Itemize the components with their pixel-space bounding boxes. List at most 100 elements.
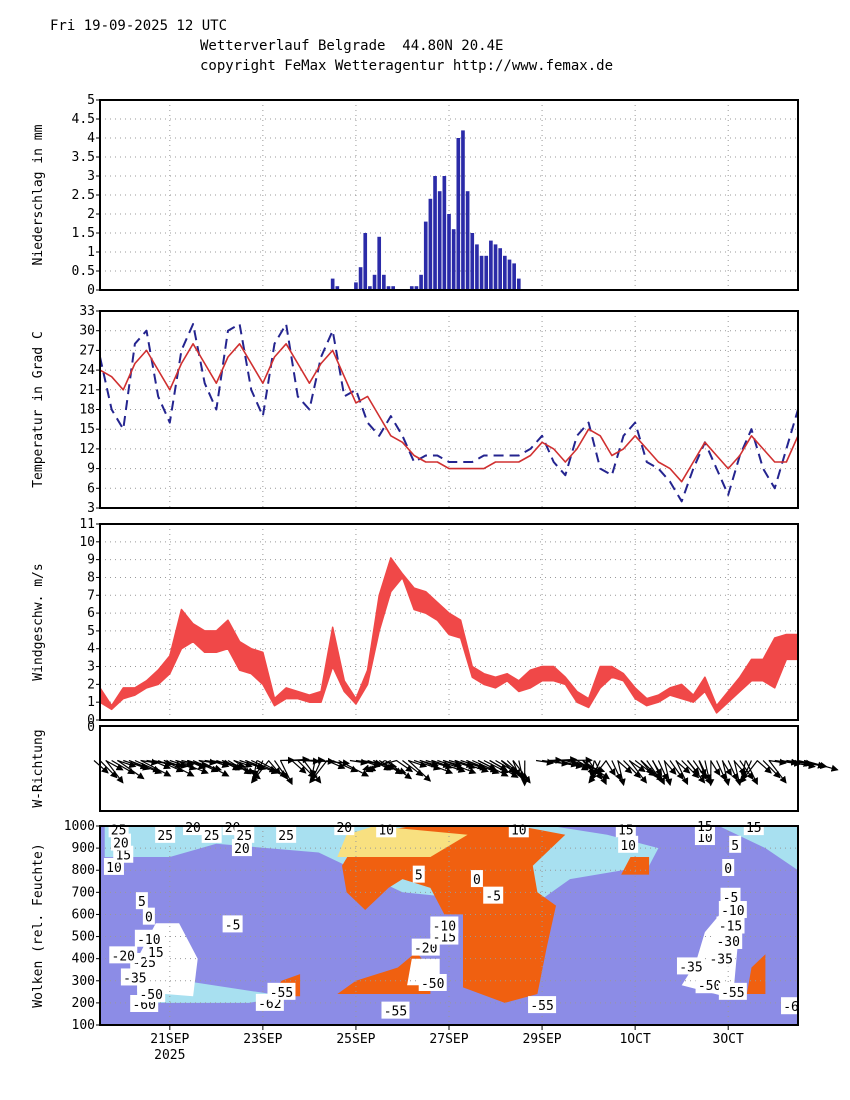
precip-bar — [335, 286, 340, 290]
wind-direction-arrow — [588, 760, 603, 780]
precip-bar — [363, 233, 368, 290]
wind-ytick: 4 — [87, 642, 95, 657]
cloud-ytick: 900 — [72, 841, 95, 856]
precip-bar — [498, 248, 503, 290]
precip-bar — [489, 240, 493, 290]
cloud-ytick: 100 — [72, 1018, 95, 1033]
wind-direction-arrow — [111, 759, 136, 775]
contour-label-box — [528, 996, 557, 1014]
precip-bar — [451, 229, 456, 290]
copyright-line: copyright FeMax Wetteragentur http://www… — [200, 58, 614, 74]
contour-label-box — [110, 833, 131, 851]
wind-direction-arrow — [628, 760, 646, 773]
wind-direction-arrow — [349, 758, 368, 766]
precip-bar — [503, 255, 507, 290]
contour-label: -35 — [709, 953, 732, 968]
wind-direction-arrow — [309, 760, 328, 784]
precip-bar — [447, 214, 451, 290]
contour-label: 25 — [204, 829, 220, 844]
precip-bar — [382, 274, 386, 290]
contour-label: -10 — [433, 920, 456, 935]
cloud-ytick: 1000 — [64, 819, 95, 834]
cloud-ytick: 800 — [72, 863, 95, 878]
wind-ytick: 6 — [87, 606, 95, 621]
wind-direction-arrow — [151, 759, 172, 770]
temp-ytick: 12 — [79, 442, 95, 457]
contour-label-box — [483, 886, 504, 904]
contour-label: -30 — [716, 935, 739, 950]
temp-ytick: 3 — [87, 501, 95, 516]
contour-label: -5 — [225, 918, 241, 933]
wind-direction-arrow — [686, 760, 700, 775]
cloud-core — [621, 857, 650, 875]
wind-direction-arrow — [250, 760, 270, 784]
wind-direction-arrow — [402, 760, 424, 777]
contour-label: 10 — [106, 861, 122, 876]
contour-label-box — [201, 825, 222, 843]
contour-label: 0 — [145, 911, 153, 926]
wind-direction-arrow — [186, 759, 206, 770]
wind-direction-arrow — [279, 760, 293, 786]
chart-title: Wetterverlauf Belgrade 44.80N 20.4E — [200, 38, 504, 54]
wind-direction-arrow — [157, 759, 184, 773]
wind-direction-arrow — [704, 760, 712, 782]
precip-ytick: 4.5 — [72, 112, 95, 127]
contour-label: -35 — [123, 971, 146, 986]
wind-direction-arrow — [791, 759, 811, 767]
contour-label: -50 — [139, 988, 162, 1003]
contour-label-box — [722, 859, 735, 877]
wind-ytick: 1 — [87, 695, 95, 710]
wind-direction-arrow — [163, 759, 195, 777]
wind-direction-arrow — [657, 760, 669, 781]
wind-direction-arrow — [716, 760, 727, 781]
contour-label-box — [718, 901, 747, 919]
precip-bar — [368, 286, 372, 290]
precip-bar — [433, 176, 437, 290]
wind-direction-arrow — [407, 759, 428, 768]
contour-label: 10 — [620, 839, 636, 854]
wind-direction-arrow — [268, 760, 281, 775]
wind-direction-arrow — [803, 759, 839, 772]
temp-ytick: 21 — [79, 383, 95, 398]
contour-label-box — [615, 820, 636, 838]
contour-label: -5 — [723, 891, 739, 906]
precip-bar — [330, 278, 335, 290]
contour-label: 25 — [157, 829, 173, 844]
precip-bar — [516, 278, 521, 290]
cloud-core — [746, 954, 766, 994]
contour-label-box — [376, 820, 397, 838]
temp-ytick: 33 — [79, 304, 95, 319]
wdir-frame — [99, 725, 799, 812]
wdir-ylabel: W-Richtung — [31, 729, 46, 807]
wind-direction-arrow — [198, 759, 230, 777]
wind-direction-arrow — [140, 758, 159, 766]
wind-direction-arrow — [675, 760, 689, 786]
contour-label: -6 — [783, 1000, 799, 1015]
wind-direction-arrow — [175, 759, 195, 767]
contour-label: 25 — [236, 829, 252, 844]
wind-direction-arrow — [745, 760, 758, 786]
contour-label: -55 — [530, 999, 553, 1014]
xtick-label: 1OCT — [619, 1032, 650, 1047]
contour-label: -62 — [258, 997, 281, 1012]
wind-direction-arrow — [332, 759, 359, 773]
contour-label-box — [234, 825, 255, 843]
contour-label: 15 — [148, 946, 164, 961]
cloud-ytick: 500 — [72, 930, 95, 945]
contour-label-box — [618, 835, 639, 853]
wind-direction-arrow — [500, 760, 516, 774]
wind-frame — [99, 523, 799, 721]
temp-ytick: 24 — [79, 363, 95, 378]
wind-direction-arrow — [169, 759, 197, 771]
wind-direction-arrow — [128, 759, 148, 770]
contour-label-box — [145, 943, 166, 961]
temp-line-mean — [99, 342, 799, 483]
wind-direction-arrow — [640, 760, 654, 775]
contour-label: 0 — [724, 862, 732, 877]
contour-label: 20 — [336, 821, 352, 836]
cloud-ytick: 600 — [72, 907, 95, 922]
precip-bar — [358, 267, 363, 290]
contour-label-box — [714, 931, 743, 949]
precip-ytick: 5 — [87, 93, 95, 108]
wind-direction-arrow — [221, 759, 240, 771]
